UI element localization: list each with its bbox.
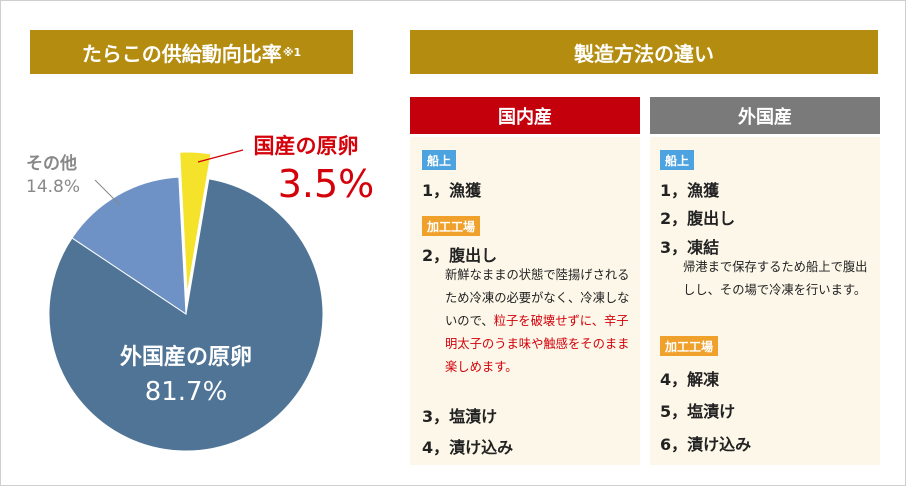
other-slice-name: その他	[26, 153, 77, 174]
foreign-slice-name: 外国産の原卵	[120, 344, 252, 370]
foreign-step-4: 4，解凍	[660, 370, 720, 389]
pie-slice-domestic	[179, 151, 212, 295]
foreign-column-title: 外国産	[738, 106, 792, 128]
foreign-step-2: 2，腹出し	[660, 209, 736, 228]
manufacturing-method-banner: 製造方法の違い	[410, 30, 878, 74]
pie-slice-other	[71, 176, 187, 315]
supply-ratio-banner: たらこの供給動向比率 ※1	[30, 30, 353, 74]
domestic-process-column: 船上 1，漁獲 加工工場 2，腹出し 新鮮なままの状態で陸揚げされるため冷凍の必…	[410, 137, 640, 465]
other-leader-line	[94, 179, 121, 206]
factory-tag: 加工工場	[422, 216, 481, 236]
manufacturing-method-title: 製造方法の違い	[574, 41, 714, 66]
domestic-slice-name: 国産の原卵	[254, 134, 359, 158]
foreign-process-column: 船上 1，漁獲 2，腹出し 3，凍結 帰港まで保存するため船上で腹出しし、その場…	[650, 137, 880, 465]
supply-ratio-title: たらこの供給動向比率	[81, 41, 282, 66]
factory-tag: 加工工場	[660, 336, 719, 356]
foreign-step-3-note: 帰港まで保存するため船上で腹出しし、その場で冷凍を行います。	[683, 260, 868, 297]
domestic-step-4: 4，漬け込み	[422, 438, 514, 457]
domestic-slice-value: 3.5%	[278, 162, 375, 206]
foreign-step-6: 6，漬け込み	[660, 435, 752, 454]
domestic-step-3: 3，塩漬け	[422, 407, 498, 426]
domestic-step-1: 1，漁獲	[422, 181, 482, 200]
onboard-tag: 船上	[660, 150, 695, 170]
domestic-step-2-note: 新鮮なままの状態で陸揚げされるため冷凍の必要がなく、冷凍しないので、粒子を破壊せ…	[445, 264, 630, 379]
footnote-mark: ※1	[282, 45, 302, 59]
domestic-note-text: 新鮮なままの状態で陸揚げされるため冷凍の必要がなく、冷凍しないので、	[445, 268, 630, 328]
foreign-step-1: 1，漁獲	[660, 181, 720, 200]
foreign-step-3: 3，凍結	[660, 238, 720, 257]
foreign-slice-value: 81.7%	[145, 377, 228, 407]
domestic-leader-line	[197, 149, 244, 163]
domestic-step-2: 2，腹出し	[422, 246, 498, 265]
domestic-note-highlight: 粒子を破壊せずに、辛子明太子のうま味や触感をそのまま楽しめます。	[445, 314, 630, 374]
foreign-step-5: 5，塩漬け	[660, 402, 736, 421]
other-slice-value: 14.8%	[26, 177, 80, 197]
onboard-tag: 船上	[422, 150, 457, 170]
domestic-column-header: 国内産	[410, 97, 640, 134]
pie-slice-foreign	[48, 178, 324, 452]
domestic-column-title: 国内産	[498, 106, 552, 128]
foreign-column-header: 外国産	[650, 97, 880, 134]
